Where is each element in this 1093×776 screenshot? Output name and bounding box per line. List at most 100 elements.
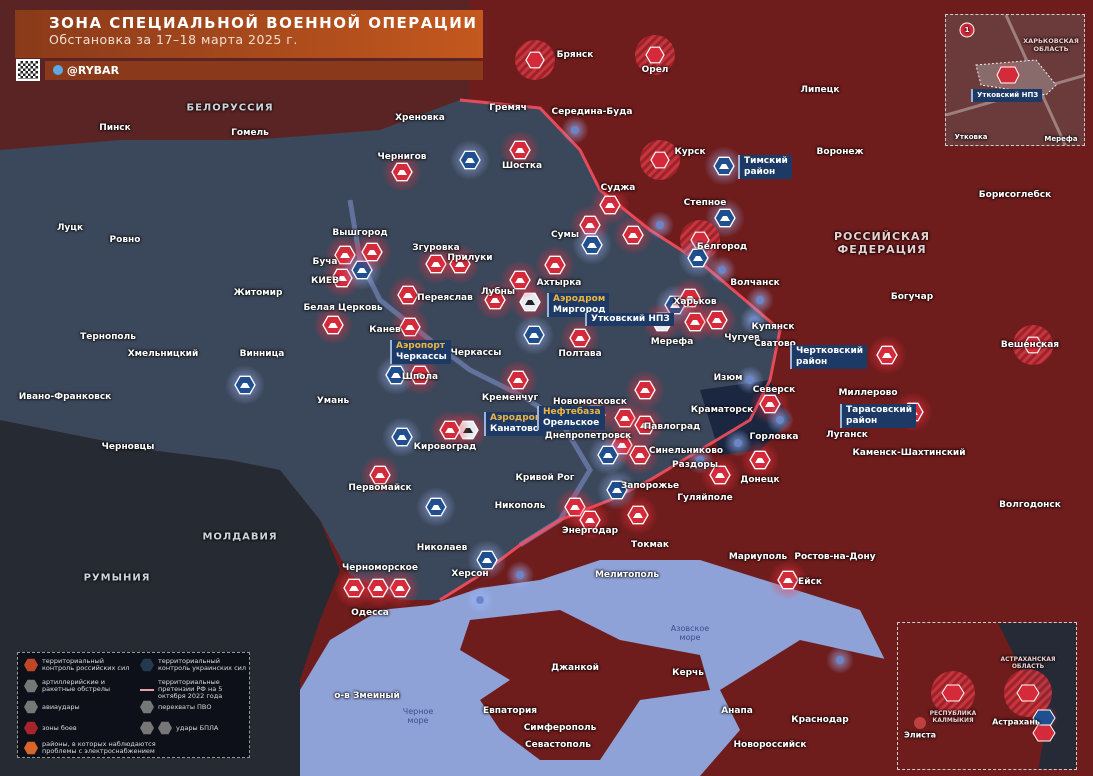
strike-marker-icon[interactable] <box>560 318 600 358</box>
drone-marker-icon[interactable] <box>382 417 422 457</box>
artillery-dot-icon[interactable] <box>826 646 854 674</box>
city-label: Джанкой <box>551 663 599 673</box>
qr-code[interactable] <box>16 59 40 81</box>
strike-marker-icon[interactable] <box>500 260 540 300</box>
city-label: Луганск <box>826 430 868 440</box>
artillery-dot-icon[interactable] <box>708 256 736 284</box>
ukrainian-control-icon <box>140 658 154 672</box>
city-label: Синельниково <box>648 446 724 456</box>
callout-name: район <box>846 416 878 426</box>
legend-label: зоны боев <box>42 723 77 732</box>
legend-label: районы, в которых наблюдаются проблемы с… <box>42 740 156 755</box>
callout-type: Тарасовский <box>846 405 912 415</box>
inset-badge: 1 <box>964 26 970 34</box>
city-label: КИЕВ <box>311 276 339 286</box>
city-label: Херсон <box>451 569 489 579</box>
city-label: Мариуполь <box>728 552 788 562</box>
hatched-region-icon[interactable] <box>635 35 675 75</box>
city-label: Липецк <box>800 85 840 95</box>
artillery-dot-icon[interactable] <box>561 116 589 144</box>
artillery-dot-icon[interactable] <box>506 561 534 589</box>
city-label: Полтава <box>558 349 602 359</box>
city-label: Ивано-Франковск <box>18 392 112 402</box>
city-label: Черноморское <box>342 563 418 573</box>
drone-marker-icon[interactable] <box>588 435 628 475</box>
drone-marker-icon[interactable] <box>514 315 554 355</box>
drone-marker-icon[interactable] <box>597 470 637 510</box>
strike-marker-icon[interactable] <box>613 215 653 255</box>
artillery-dot-icon[interactable] <box>646 211 674 239</box>
strike-marker-icon[interactable] <box>440 244 480 284</box>
city-label: Вышгород <box>332 228 388 238</box>
strike-marker-icon[interactable] <box>498 360 538 400</box>
city-label: Кировоград <box>413 442 477 452</box>
city-label: Харьков <box>673 297 717 307</box>
strike-marker-icon[interactable] <box>388 275 428 315</box>
strike-marker-icon[interactable] <box>500 130 540 170</box>
city-label: Гомель <box>231 128 269 138</box>
drone-icon <box>140 721 154 735</box>
strike-marker-icon[interactable] <box>382 152 422 192</box>
drone-marker-icon[interactable] <box>225 365 265 405</box>
inset-utkovsky-refinery[interactable]: 1 ХАРЬКОВСКАЯ ОБЛАСТЬ Утковский НПЗ Утко… <box>945 14 1085 146</box>
inset-astrakhan[interactable]: АСТРАХАНСКАЯ ОБЛАСТЬ РЕСПУБЛИКА КАЛМЫКИЯ… <box>897 622 1077 770</box>
drone-marker-icon[interactable] <box>704 146 744 186</box>
strike-marker-icon[interactable] <box>535 245 575 285</box>
drone-marker-icon[interactable] <box>416 487 456 527</box>
airstrike-icon <box>24 700 38 714</box>
city-label: Краснодар <box>791 715 849 725</box>
hatched-region-icon[interactable] <box>1013 325 1053 365</box>
strike-marker-icon[interactable] <box>400 355 440 395</box>
artillery-dot-icon[interactable] <box>766 406 794 434</box>
strike-marker-icon[interactable] <box>430 410 470 450</box>
city-label: Черновцы <box>101 442 155 452</box>
hatched-region-icon[interactable] <box>515 40 555 80</box>
strike-marker-icon[interactable] <box>867 335 907 375</box>
strike-marker-icon[interactable] <box>620 435 660 475</box>
drone-marker-icon[interactable] <box>467 540 507 580</box>
inset-region: РЕСПУБЛИКА КАЛМЫКИЯ <box>929 710 977 724</box>
strike-marker-icon[interactable] <box>697 300 737 340</box>
telegram-icon[interactable] <box>53 65 63 75</box>
legend-label: удары БПЛА <box>176 723 219 732</box>
brand-handle[interactable]: @RYBAR <box>66 64 120 77</box>
city-label: Гуляйполе <box>677 493 733 503</box>
artillery-dot-icon[interactable] <box>724 429 752 457</box>
strike-marker-icon[interactable] <box>625 370 665 410</box>
city-label: Ахтырка <box>536 278 582 288</box>
city-label: Канев <box>369 325 401 335</box>
drone-marker-icon[interactable] <box>450 140 490 180</box>
artillery-icon <box>24 679 38 693</box>
strike-marker-icon[interactable] <box>570 500 610 540</box>
city-label: Прилуки <box>447 253 493 263</box>
callout-name: Утковский НПЗ <box>591 314 670 324</box>
strike-marker-icon[interactable] <box>313 305 353 345</box>
city-label: Житомир <box>233 288 283 298</box>
city-label: Новомосковск <box>553 397 627 407</box>
city-label: Орел <box>641 65 669 75</box>
artillery-dot-icon[interactable] <box>686 446 714 474</box>
artillery-dot-icon[interactable] <box>466 586 494 614</box>
legend-label: территориальные претензии РФ на 5 октябр… <box>158 678 223 700</box>
callout-name: Миргород <box>553 305 606 315</box>
artillery-dot-icon[interactable] <box>736 366 764 394</box>
strike-marker-icon[interactable] <box>360 455 400 495</box>
city-label: Винница <box>239 349 285 359</box>
city-label: Гремяч <box>489 103 527 113</box>
strike-marker-icon[interactable] <box>768 560 808 600</box>
strike-marker-icon[interactable] <box>334 568 374 608</box>
city-label: Черкассы <box>450 348 502 358</box>
drone-marker-icon[interactable] <box>572 225 612 265</box>
city-label: Кривой Рог <box>515 473 575 483</box>
hatched-region-icon[interactable] <box>640 140 680 180</box>
artillery-dot-icon[interactable] <box>746 286 774 314</box>
city-label: Николаев <box>416 543 468 553</box>
russian-control-icon <box>24 658 38 672</box>
drone-marker-icon[interactable] <box>678 238 718 278</box>
legend-item: удары БПЛА <box>140 721 250 735</box>
city-label: Умань <box>316 396 350 406</box>
city-label: Переяслав <box>417 293 473 303</box>
strike-marker-icon[interactable] <box>352 232 392 272</box>
callout-type: Чертковский <box>796 346 864 356</box>
